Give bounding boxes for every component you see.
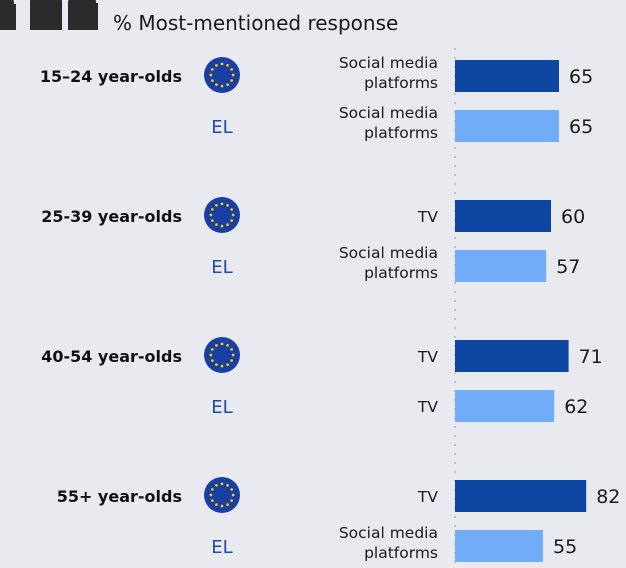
- age-group-label: 55+ year-olds: [57, 487, 182, 506]
- value-label: 82: [596, 486, 620, 508]
- people-icon: [0, 0, 98, 30]
- age-group-label: 25-39 year-olds: [41, 207, 182, 226]
- eu-flag-icon: [204, 477, 240, 513]
- age-group-label: 40-54 year-olds: [41, 347, 182, 366]
- value-label: 62: [564, 396, 588, 418]
- value-label: 65: [569, 66, 593, 88]
- value-label: 65: [569, 116, 593, 138]
- eu-bar: [455, 60, 559, 92]
- el-bar: [455, 250, 547, 282]
- response-label: TV: [417, 398, 438, 416]
- age-group-label: 15–24 year-olds: [40, 67, 182, 86]
- value-label: 55: [553, 536, 577, 558]
- el-label: EL: [211, 257, 232, 278]
- eu-bar: [455, 340, 569, 372]
- response-label: TV: [417, 208, 438, 226]
- chart-title: % Most-mentioned response: [113, 11, 398, 35]
- el-bar: [455, 390, 555, 422]
- value-label: 60: [561, 206, 585, 228]
- el-bar: [455, 530, 543, 562]
- value-label: 71: [579, 346, 603, 368]
- el-label: EL: [211, 537, 232, 558]
- response-label: Social media platforms: [339, 244, 438, 282]
- response-label: TV: [417, 488, 438, 506]
- eu-bar: [455, 480, 587, 512]
- rows-layer: 15–24 year-olds Social media platforms 65 EL…: [40, 54, 620, 562]
- el-label: EL: [211, 397, 232, 418]
- response-label: Social media platforms: [339, 54, 438, 92]
- response-label: TV: [417, 348, 438, 366]
- response-label: Social media platforms: [339, 524, 438, 562]
- eu-flag-icon: [204, 197, 240, 233]
- el-label: EL: [211, 117, 232, 138]
- value-label: 57: [556, 256, 580, 278]
- eu-flag-icon: [204, 57, 240, 93]
- response-label: Social media platforms: [339, 104, 438, 142]
- eu-bar: [455, 200, 551, 232]
- el-bar: [455, 110, 559, 142]
- eu-flag-icon: [204, 337, 240, 373]
